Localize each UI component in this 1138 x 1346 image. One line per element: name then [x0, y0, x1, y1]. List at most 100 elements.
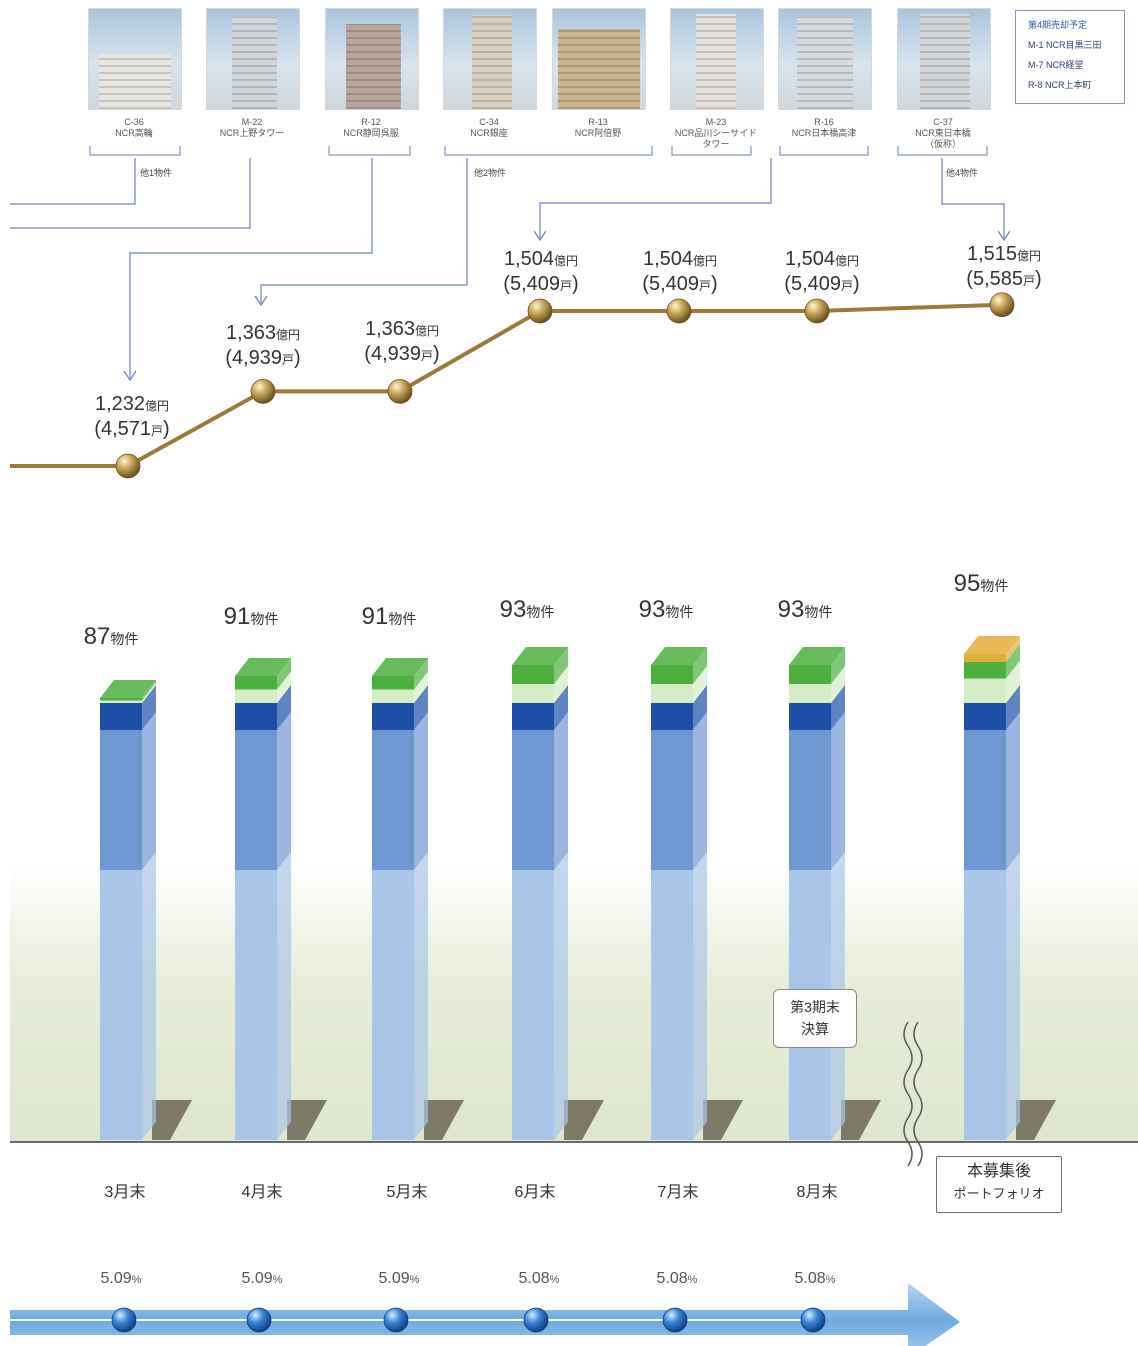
bar-shadow — [703, 1100, 743, 1140]
bar-segment-green — [512, 665, 554, 684]
count-unit: 物件 — [250, 611, 279, 627]
asset-amount-unit: 億円 — [415, 324, 440, 338]
bar-top-face — [372, 658, 428, 676]
asset-units-unit: 戸 — [699, 279, 712, 293]
property-photo — [443, 8, 537, 110]
asset-amount: 1,363 — [364, 318, 416, 340]
asset-value-marker — [804, 298, 830, 324]
property-name: NCR東日本橋 — [915, 128, 971, 138]
yield-marker — [111, 1307, 137, 1333]
other-properties-label: 他4物件 — [946, 168, 979, 178]
bar-segment-mid-blue — [100, 730, 142, 870]
property-name: NCR静岡呉服 — [343, 128, 399, 138]
bar-segment-pale-green — [235, 689, 277, 703]
yield-label: 5.09% — [76, 1270, 166, 1288]
asset-amount: 1,504 — [784, 248, 836, 270]
yield-value: 5.09 — [241, 1270, 273, 1287]
bar-segment-dark-blue — [651, 703, 693, 730]
month-label: 4月末 — [241, 1184, 283, 1201]
bar-shadow — [152, 1100, 192, 1140]
other-properties-label: 他2物件 — [474, 168, 507, 178]
count-value: 93 — [499, 596, 527, 623]
bar-segment-pale-green-side — [142, 682, 156, 703]
count-value: 93 — [777, 596, 805, 623]
bar-segment-mid-blue — [235, 730, 277, 870]
legend-title: 第4期売却予定 — [1028, 20, 1088, 30]
sale-plan-legend: 第4期売却予定 M-1 NCR目黒三田 M-7 NCR経堂 R-8 NCR上本町 — [1015, 10, 1125, 104]
property-bar — [512, 647, 604, 1140]
property-photo — [552, 8, 646, 110]
yield-value: 5.09 — [100, 1270, 132, 1287]
property-code: C-36 — [124, 117, 144, 127]
yield-marker — [662, 1307, 688, 1333]
month-label: 5月末 — [386, 1184, 428, 1201]
count-value: 91 — [223, 603, 251, 630]
bar-segment-green — [964, 662, 1006, 679]
property-name: NCR高輪 — [115, 128, 153, 138]
yield-unit: % — [825, 1274, 836, 1286]
property-bar — [235, 658, 327, 1140]
count-value: 87 — [83, 623, 111, 650]
bar-segment-light-blue — [512, 870, 554, 1140]
bar-segment-pale-green-side — [277, 671, 291, 703]
bar-segment-mid-blue-side — [414, 712, 428, 870]
bar-segment-dark-blue-side — [142, 685, 156, 730]
asset-amount-unit: 億円 — [693, 254, 718, 268]
count-unit: 物件 — [388, 611, 417, 627]
bar-segment-green — [100, 698, 142, 701]
property-count-label: 93物件 — [745, 596, 865, 624]
bar-shadow — [841, 1100, 881, 1140]
bar-segment-dark-blue — [100, 703, 142, 730]
property-code: C-37 — [933, 117, 953, 127]
asset-value-marker — [250, 378, 276, 404]
yield-marker — [523, 1307, 549, 1333]
bar-top-face — [789, 647, 845, 665]
asset-amount: 1,232 — [94, 393, 146, 415]
bar-segment-mid-blue — [789, 730, 831, 870]
bar-segment-green-side — [1006, 644, 1020, 679]
count-unit: 物件 — [665, 604, 694, 620]
post-offering-portfolio-label: 本募集後 ポートフォリオ — [936, 1156, 1062, 1213]
yield-unit: % — [687, 1274, 698, 1286]
count-value: 95 — [953, 570, 981, 597]
bar-segment-light-blue-side — [554, 852, 568, 1140]
bar-segment-gold — [964, 654, 1006, 662]
property-count-label: 93物件 — [467, 596, 587, 624]
property-count-label: 91物件 — [191, 603, 311, 631]
property-name-line2: （仮称） — [924, 139, 961, 149]
asset-value-marker — [527, 298, 553, 324]
legend-item: M-7 NCR経堂 — [1028, 60, 1084, 70]
yield-label: 5.09% — [354, 1270, 444, 1288]
after-line: 本募集後 — [966, 1163, 1031, 1180]
bar-segment-dark-blue — [789, 703, 831, 730]
yield-label: 5.08% — [494, 1270, 584, 1288]
asset-units: 4,939 — [370, 343, 422, 365]
yield-unit: % — [272, 1274, 283, 1286]
bar-segment-dark-blue — [235, 703, 277, 730]
property-photo — [325, 8, 419, 110]
asset-value-label: 1,504億円 (5,409戸) — [642, 248, 718, 295]
count-unit: 物件 — [110, 631, 139, 647]
asset-units: 5,409 — [509, 273, 561, 295]
axis-break-marks — [903, 1021, 923, 1167]
asset-value-label: 1,504億円 (5,409戸) — [784, 248, 860, 295]
bar-segment-mid-blue — [651, 730, 693, 870]
bar-segment-pale-green-side — [831, 666, 845, 703]
asset-units-unit: 戸 — [560, 279, 573, 293]
bar-segment-light-blue — [100, 870, 142, 1140]
bar-segment-pale-green — [964, 678, 1006, 703]
asset-value-marker — [989, 292, 1015, 318]
bar-segment-dark-blue-side — [1006, 685, 1020, 730]
property-brackets — [89, 146, 988, 156]
bar-segment-light-blue-side — [414, 852, 428, 1140]
property-code: R-12 — [361, 117, 381, 127]
yield-label: 5.09% — [217, 1270, 307, 1288]
bar-segment-pale-green — [100, 700, 142, 703]
asset-units-unit: 戸 — [151, 424, 164, 438]
yield-label: 5.08% — [770, 1270, 860, 1288]
asset-value-label: 1,363億円 (4,939戸) — [225, 322, 301, 369]
legend-item: R-8 NCR上本町 — [1028, 80, 1092, 90]
yield-unit: % — [549, 1274, 560, 1286]
bar-segment-mid-blue-side — [142, 712, 156, 870]
asset-units-unit: 戸 — [841, 279, 854, 293]
